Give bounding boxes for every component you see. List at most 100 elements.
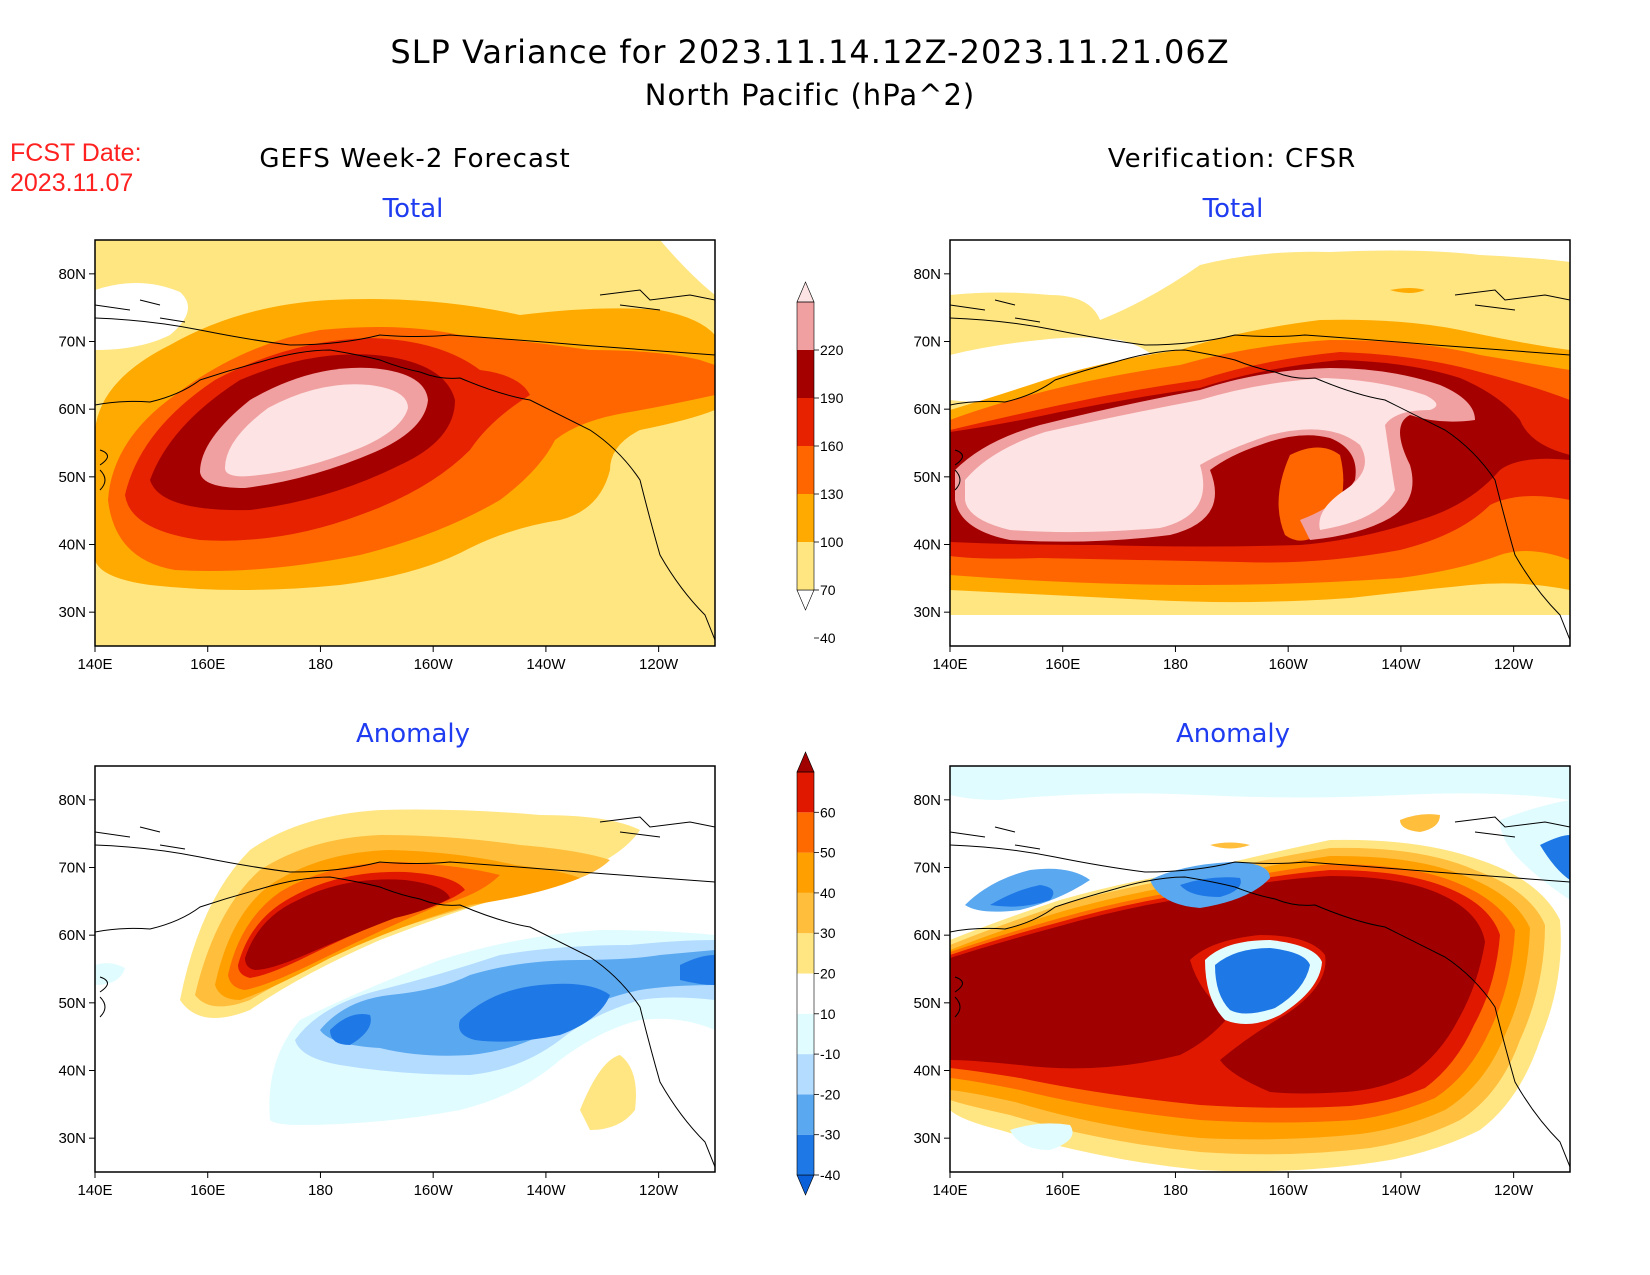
fcst-date-value: 2023.11.07 (10, 169, 133, 197)
contour-neg-40-b (330, 1014, 371, 1045)
coastlines (950, 816, 1570, 1168)
lon-tick-label: 160E (190, 1182, 225, 1199)
lon-tick-label: 140W (1381, 656, 1421, 673)
lon-tick-label: 160E (190, 656, 225, 673)
lat-tick-label: 80N (58, 792, 86, 809)
axes-tick-labels: 80N 70N 60N 50N 40N 30N 140E 160E 180 160W 140W 120… (58, 266, 1534, 1199)
contour-neg-west (95, 963, 125, 985)
lat-tick-label: 60N (58, 927, 86, 944)
lat-tick-label: 30N (58, 604, 86, 621)
colorbar-segment (797, 302, 814, 350)
lon-tick-label: 160W (1269, 656, 1309, 673)
coastlines (95, 816, 715, 1168)
colorbar-segment (797, 398, 814, 446)
contour-220 (965, 378, 1437, 533)
colorbar-label: 40 (820, 885, 836, 901)
lon-tick-label: 140E (932, 656, 967, 673)
map-panel-forecast-anomaly (94, 765, 716, 1173)
colorbar-segment (797, 1134, 814, 1175)
lat-tick-label: 80N (913, 266, 941, 283)
colorbar-label: 10 (820, 1006, 836, 1022)
lon-tick-label: 120W (1494, 656, 1534, 673)
lon-tick-label: 140W (526, 656, 566, 673)
fcst-date-label: FCST Date: (10, 139, 142, 167)
colorbar-segment (797, 973, 814, 1014)
map-frame (949, 239, 1571, 647)
lat-tick-label: 70N (913, 860, 941, 877)
lon-tick-label: 120W (639, 1182, 679, 1199)
colorbar-label: -30 (820, 1127, 840, 1143)
lat-tick-label: 50N (58, 995, 86, 1012)
colorbar-label: 220 (820, 342, 844, 358)
lat-tick-label: 70N (58, 334, 86, 351)
coastlines (950, 289, 1570, 641)
contour-white-nw (95, 282, 188, 350)
colorbar-label: 160 (820, 438, 844, 454)
lat-tick-label: 60N (913, 401, 941, 418)
colorbar-label: -10 (820, 1046, 840, 1062)
main-subtitle: North Pacific (hPa^2) (645, 78, 975, 112)
coastlines (95, 289, 715, 641)
contour-pos-spot (1400, 814, 1440, 832)
colorbar-label: 70 (820, 582, 836, 598)
lat-tick-label: 60N (913, 927, 941, 944)
lon-tick-label: 160E (1045, 656, 1080, 673)
lat-tick-label: 50N (58, 469, 86, 486)
panel-title-verification-total: Total (1202, 194, 1264, 224)
contour-neg-ne (1540, 835, 1570, 880)
panel-title-forecast-anomaly: Anomaly (356, 719, 470, 749)
contour-white-south (950, 615, 1570, 646)
main-title: SLP Variance for 2023.11.14.12Z-2023.11.… (390, 33, 1229, 71)
lon-tick-label: 180 (308, 656, 333, 673)
contour-fill-forecast-total (95, 240, 715, 646)
colorbar-segment (797, 494, 814, 542)
lat-tick-label: 40N (58, 1063, 86, 1080)
contour-fill-verification-total (950, 240, 1570, 646)
lon-tick-label: 140E (932, 1182, 967, 1199)
lon-tick-label: 140W (526, 1182, 566, 1199)
contour-fill-forecast-anomaly (95, 766, 715, 1172)
map-frame (94, 765, 716, 1173)
map-frame (94, 239, 716, 647)
map-panel-verification-total (949, 239, 1571, 647)
lon-tick-label: 140E (77, 656, 112, 673)
lat-tick-label: 70N (58, 860, 86, 877)
contour-60 (950, 876, 1485, 1094)
colorbar-segment (796, 1174, 815, 1196)
colorbar-segment (797, 892, 814, 934)
lon-tick-label: 160E (1045, 1182, 1080, 1199)
lon-tick-label: 140W (1381, 1182, 1421, 1199)
colorbar-label: -40 (820, 1167, 840, 1183)
column-title-forecast: GEFS Week-2 Forecast (259, 144, 570, 174)
lon-tick-label: 160W (414, 656, 454, 673)
contour-10-south (580, 1055, 636, 1130)
contour-neg-sw (1010, 1123, 1073, 1150)
lat-tick-label: 50N (913, 995, 941, 1012)
contour-white-ne (660, 240, 715, 295)
colorbar-segment (797, 852, 814, 893)
colorbar-total: 220 190 160 130 100 70 40 (796, 281, 844, 646)
contour-neg-40 (459, 983, 610, 1042)
lon-tick-label: 140E (77, 1182, 112, 1199)
lat-tick-label: 30N (913, 604, 941, 621)
contour-pos-spot2 (1210, 842, 1250, 849)
panel-title-verification-anomaly: Anomaly (1176, 719, 1290, 749)
map-panel-verification-anomaly (949, 765, 1571, 1173)
colorbar-label: -20 (820, 1086, 840, 1102)
colorbar-segment (797, 1013, 814, 1055)
colorbar-segment (797, 446, 814, 494)
contour-neg-nw-core (990, 885, 1054, 907)
colorbar-label: 30 (820, 925, 836, 941)
contour-neg-blue (1215, 948, 1310, 1014)
colorbar-segment (797, 1054, 814, 1095)
colorbar-segment (797, 812, 814, 853)
contour-neg-10-top (950, 766, 1570, 800)
lat-tick-label: 30N (58, 1130, 86, 1147)
colorbar-label: 50 (820, 845, 836, 861)
lon-tick-label: 160W (1269, 1182, 1309, 1199)
colorbar-label: 60 (820, 804, 836, 820)
map-frame (949, 765, 1571, 1173)
lat-tick-label: 40N (913, 537, 941, 554)
colorbar-label: 40 (820, 630, 836, 646)
lat-tick-label: 80N (913, 792, 941, 809)
